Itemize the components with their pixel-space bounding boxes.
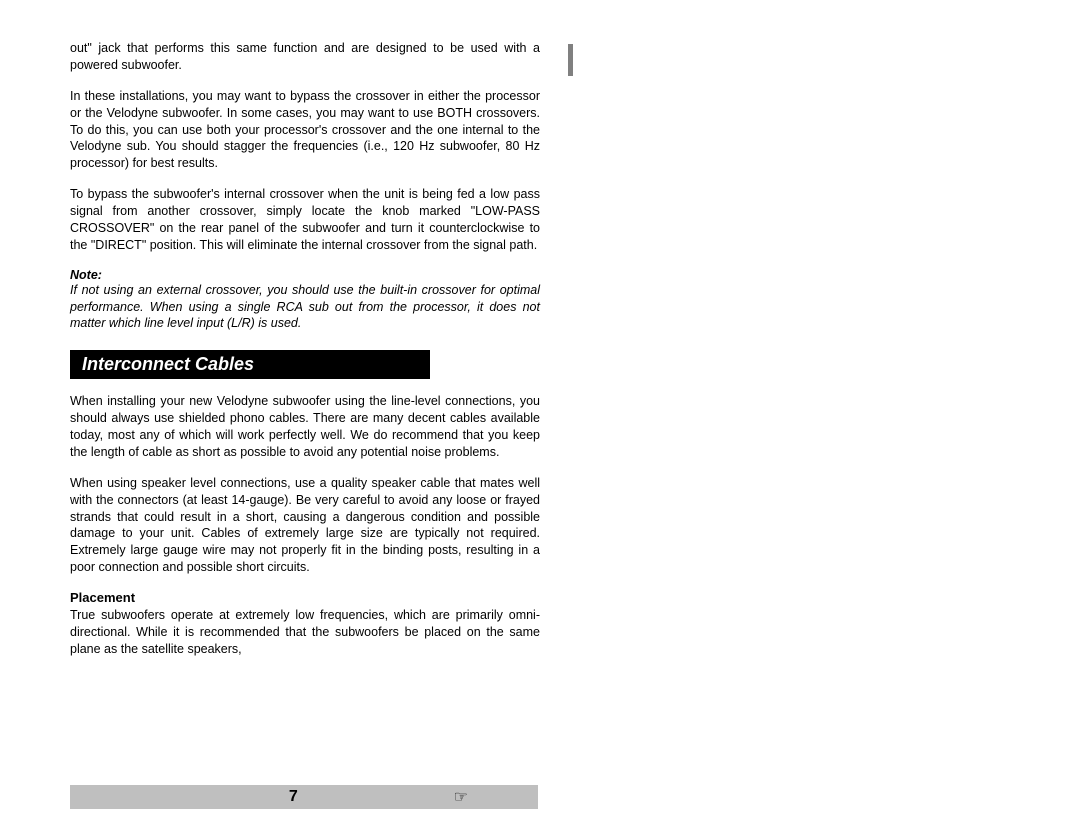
note-label: Note: xyxy=(70,268,540,282)
paragraph: When installing your new Velodyne subwoo… xyxy=(70,393,540,461)
margin-bar xyxy=(568,44,573,76)
paragraph: out" jack that performs this same functi… xyxy=(70,40,540,74)
paragraph: In these installations, you may want to … xyxy=(70,88,540,172)
paragraph: True subwoofers operate at extremely low… xyxy=(70,607,540,658)
document-page: out" jack that performs this same functi… xyxy=(0,0,540,658)
subheading-placement: Placement xyxy=(70,590,540,605)
paragraph: To bypass the subwoofer's internal cross… xyxy=(70,186,540,254)
note-text: If not using an external crossover, you … xyxy=(70,282,540,333)
pointing-hand-icon: ☞ xyxy=(454,787,468,807)
paragraph: When using speaker level connections, us… xyxy=(70,475,540,576)
page-footer: 7 ☞ xyxy=(70,785,538,809)
section-header-interconnect-cables: Interconnect Cables xyxy=(70,350,430,379)
page-number: 7 xyxy=(289,788,298,806)
